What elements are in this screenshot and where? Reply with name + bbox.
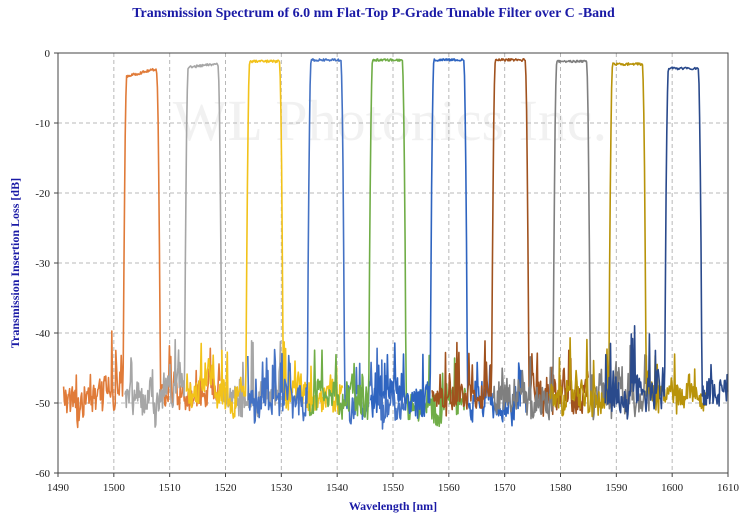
y-tick-label: -40 — [35, 328, 50, 340]
series-line-1505 — [62, 67, 221, 429]
series-line-1560 — [369, 57, 528, 427]
x-tick-label: 1510 — [159, 482, 182, 494]
x-tick-label: 1600 — [661, 482, 684, 494]
y-axis-title: Transmission Insertion Loss [dB] — [8, 178, 22, 348]
series-line-1592 — [548, 62, 707, 418]
series-layer — [62, 57, 729, 430]
x-tick-label: 1550 — [382, 482, 405, 494]
y-tick-label: 0 — [45, 48, 51, 60]
series-line-1549 — [308, 58, 467, 428]
chart-title: Transmission Spectrum of 6.0 nm Flat-Top… — [132, 6, 615, 21]
y-tick-label: -30 — [35, 258, 50, 270]
x-tick-label: 1580 — [550, 482, 573, 494]
y-tick-label: -10 — [35, 118, 50, 130]
watermark: WL Photonics Inc. — [173, 88, 607, 153]
y-tick-label: -60 — [35, 468, 50, 480]
x-tick-label: 1570 — [494, 482, 517, 494]
x-tick-label: 1610 — [717, 482, 740, 494]
series-line-1602 — [604, 66, 729, 420]
x-axis-title: Wavelength [nm] — [349, 499, 437, 513]
x-tick-label: 1530 — [270, 482, 293, 494]
x-axis-ticks: 1490 1500 1510 1520 1530 1540 1550 1560 1570 1580… — [47, 473, 740, 494]
x-tick-label: 1590 — [605, 482, 628, 494]
x-tick-label: 1490 — [47, 482, 70, 494]
x-tick-label: 1520 — [215, 482, 238, 494]
y-tick-label: -50 — [35, 398, 50, 410]
x-tick-label: 1540 — [326, 482, 349, 494]
x-tick-label: 1500 — [103, 482, 126, 494]
x-tick-label: 1560 — [438, 482, 461, 494]
y-tick-label: -20 — [35, 188, 50, 200]
watermark-text: WL Photonics Inc. — [173, 88, 607, 153]
y-axis-ticks: 0 -10 -20 -30 -40 -50 -60 — [35, 48, 58, 480]
